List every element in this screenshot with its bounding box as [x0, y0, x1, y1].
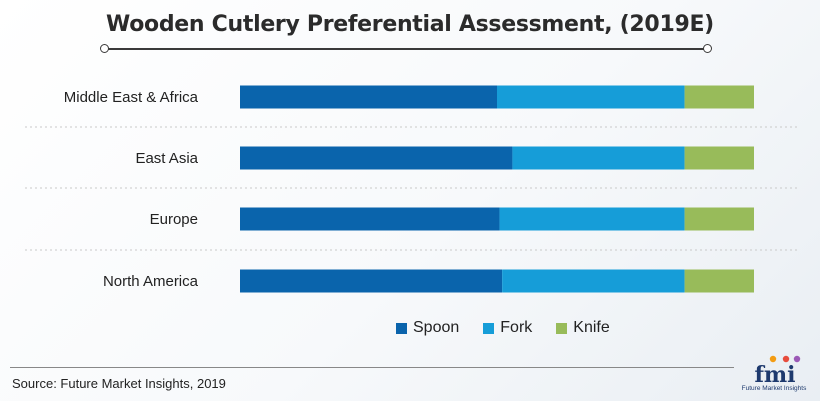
title-underline [100, 44, 712, 54]
legend-swatch-spoon [396, 322, 407, 334]
fmi-logo: fmi Future Market Insights [738, 352, 810, 398]
legend-swatch-knife [556, 322, 568, 334]
bar-segment-knife [684, 207, 754, 231]
bar-segment-spoon [240, 207, 500, 231]
legend-item-spoon: Spoon [396, 319, 459, 337]
category-label: Middle East & Africa [64, 89, 199, 106]
bar-segment-knife [684, 85, 754, 109]
category-label: North America [103, 273, 199, 290]
chart-title: Wooden Cutlery Preferential Assessment, … [106, 12, 714, 37]
stacked-bar-chart: Middle East & Africa East Asia Europe North… [25, 85, 800, 293]
legend-item-knife: Knife [556, 319, 610, 337]
logo-caption: Future Market Insights [741, 385, 807, 392]
legend-label-knife: Knife [573, 319, 610, 336]
title-underline-left-dot [100, 44, 109, 53]
legend-label-fork: Fork [500, 319, 533, 336]
title-underline-line [105, 48, 707, 50]
title-underline-right-dot [703, 44, 712, 53]
bar-segment-spoon [240, 269, 503, 293]
legend-item-fork: Fork [483, 319, 532, 337]
chart-legend: Spoon Fork Knife [396, 318, 610, 338]
bar-segment-spoon [240, 85, 497, 109]
bar-segment-fork [497, 85, 685, 109]
bar-segment-knife [684, 146, 754, 170]
legend-swatch-fork [483, 322, 495, 334]
logo-text: fmi [754, 362, 795, 384]
bar-segment-fork [499, 207, 685, 231]
footer-divider [10, 367, 734, 368]
legend-label-spoon: Spoon [413, 319, 460, 336]
source-note: Source: Future Market Insights, 2019 [12, 376, 226, 391]
logo-dot-purple [793, 355, 801, 363]
bar-segment-fork [512, 146, 685, 170]
bar-segment-knife [684, 269, 754, 293]
bar-segment-fork [502, 269, 685, 293]
bar-segment-spoon [240, 146, 513, 170]
category-label: East Asia [135, 150, 198, 167]
logo-dot-orange [769, 355, 777, 363]
logo-dot-red [782, 355, 790, 363]
fmi-logo-mark: fmi [754, 355, 801, 384]
category-label: Europe [150, 211, 198, 228]
